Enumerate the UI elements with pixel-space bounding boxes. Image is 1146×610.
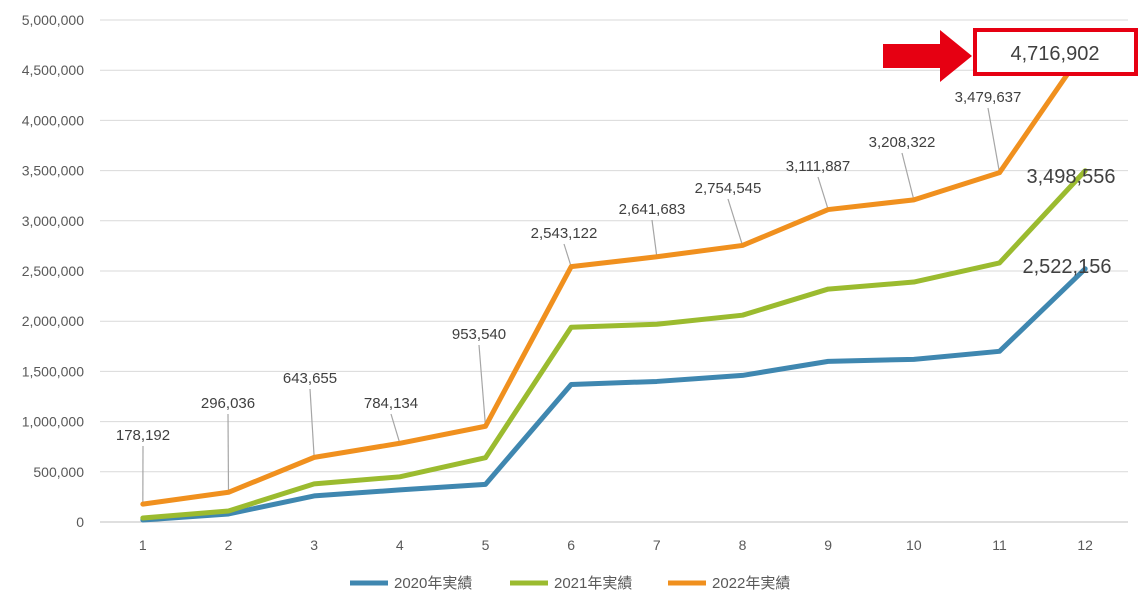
red-arrow-icon xyxy=(883,30,972,82)
highlight-annotation: 4,716,902 xyxy=(883,28,1138,82)
y-tick-label: 3,000,000 xyxy=(22,213,84,229)
series-line xyxy=(140,45,1088,507)
highlight-value: 4,716,902 xyxy=(1011,43,1100,65)
data-label: 3,479,637 xyxy=(955,89,1022,106)
x-tick-label: 3 xyxy=(310,537,318,553)
x-tick-label: 11 xyxy=(992,537,1007,553)
leader-line xyxy=(901,152,915,201)
y-tick-label: 1,500,000 xyxy=(22,363,84,379)
series-line xyxy=(140,168,1088,521)
data-label: 3,111,887 xyxy=(786,158,851,175)
leader-line xyxy=(987,107,1001,173)
data-label: 296,036 xyxy=(201,395,255,412)
leader-line xyxy=(727,198,744,246)
legend: 2020年実績 2021年実績 2022年実績 xyxy=(350,575,790,592)
end-labels: 2,522,156 3,498,556 xyxy=(1023,166,1116,278)
gridlines xyxy=(100,19,1128,523)
series-line xyxy=(140,266,1088,523)
y-tick-label: 2,500,000 xyxy=(22,263,84,279)
data-label: 178,192 xyxy=(116,427,170,444)
x-tick-label: 4 xyxy=(396,537,404,553)
y-tick-label: 2,000,000 xyxy=(22,313,84,329)
y-tick-label: 1,000,000 xyxy=(22,414,84,430)
y-tick-label: 4,000,000 xyxy=(22,112,84,128)
x-tick-label: 9 xyxy=(824,537,832,553)
leader-line xyxy=(478,344,487,427)
legend-label: 2022年実績 xyxy=(712,575,790,592)
data-label: 2,754,545 xyxy=(695,180,762,197)
legend-label: 2020年実績 xyxy=(394,575,472,592)
x-tick-label: 1 xyxy=(139,537,147,553)
series-lines xyxy=(140,45,1088,523)
leader-line xyxy=(309,388,315,458)
legend-label: 2021年実績 xyxy=(554,575,632,592)
y-axis-ticks: 0 500,000 1,000,000 1,500,000 2,000,000 2,500… xyxy=(22,12,85,530)
x-tick-label: 7 xyxy=(653,537,661,553)
x-axis-ticks: 1 2 3 4 5 6 7 8 9 10 11 12 xyxy=(139,537,1093,553)
y-tick-label: 0 xyxy=(76,514,84,530)
data-label: 3,208,322 xyxy=(869,134,936,151)
y-tick-label: 500,000 xyxy=(33,464,84,480)
data-labels: 178,192 296,036 643,655 784,134 953,540 2,543… xyxy=(116,89,1021,444)
x-tick-label: 10 xyxy=(906,537,922,553)
y-tick-label: 5,000,000 xyxy=(22,12,84,28)
data-label: 2,641,683 xyxy=(619,201,686,218)
x-tick-label: 12 xyxy=(1077,537,1093,553)
end-label: 2,522,156 xyxy=(1023,256,1112,278)
data-label: 953,540 xyxy=(452,326,506,343)
x-tick-label: 5 xyxy=(482,537,490,553)
x-tick-label: 8 xyxy=(739,537,747,553)
x-tick-label: 6 xyxy=(567,537,575,553)
data-label: 784,134 xyxy=(364,395,418,412)
leader-line xyxy=(227,413,230,493)
data-label-leaders xyxy=(142,107,1001,505)
leader-line xyxy=(817,176,829,210)
end-label: 3,498,556 xyxy=(1027,166,1116,188)
leader-line xyxy=(390,413,401,444)
data-label: 2,543,122 xyxy=(531,225,598,242)
leader-line xyxy=(563,243,572,267)
leader-line xyxy=(651,219,658,257)
y-tick-label: 3,500,000 xyxy=(22,163,84,179)
x-tick-label: 2 xyxy=(225,537,233,553)
data-label: 643,655 xyxy=(283,370,337,387)
highlight-box xyxy=(973,28,1138,76)
y-tick-label: 4,500,000 xyxy=(22,62,84,78)
